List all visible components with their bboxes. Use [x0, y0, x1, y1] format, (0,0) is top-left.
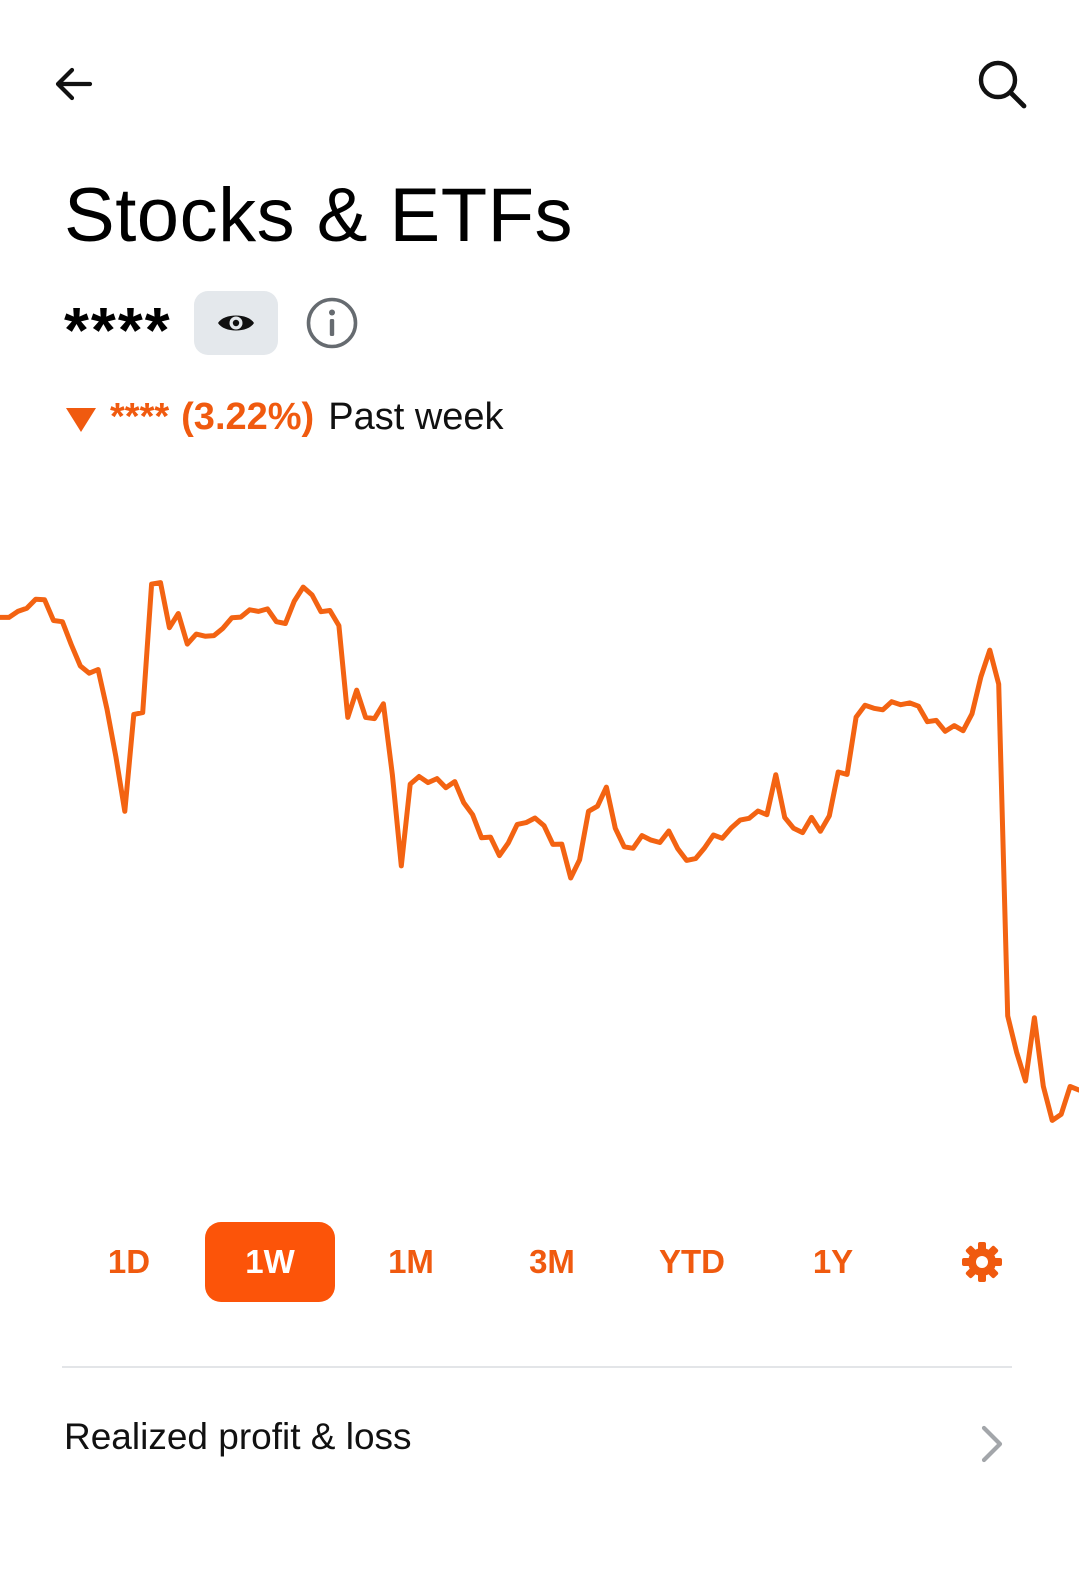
range-1m[interactable]: 1M — [388, 1243, 434, 1280]
chart-svg — [0, 580, 1079, 1123]
change-period: Past week — [328, 395, 504, 438]
info-button[interactable] — [304, 295, 360, 351]
change-percent: (3.22%) — [181, 395, 315, 438]
balance-row: **** — [64, 290, 360, 363]
gear-icon — [962, 1242, 1002, 1282]
performance-chart[interactable] — [0, 470, 1079, 1210]
chart-series-line — [0, 580, 1079, 1123]
arrow-left-icon — [55, 67, 93, 101]
range-selector: 1D 1W 1M 3M YTD 1Y — [58, 1222, 1018, 1304]
search-icon — [978, 60, 1027, 109]
range-1y[interactable]: 1Y — [812, 1243, 854, 1280]
range-1w[interactable]: 1W — [205, 1222, 335, 1302]
chart-settings-button[interactable] — [950, 1230, 1014, 1294]
back-button[interactable] — [42, 52, 106, 116]
range-3m[interactable]: 3M — [529, 1243, 575, 1280]
toggle-visibility-button[interactable] — [193, 291, 278, 355]
realized-pnl-row[interactable]: Realized profit & loss — [0, 1392, 1079, 1494]
divider — [62, 1366, 1012, 1368]
triangle-down-icon — [66, 408, 96, 432]
range-ytd[interactable]: YTD — [659, 1243, 725, 1280]
balance-masked-value: **** — [64, 294, 172, 366]
page-title: Stocks & ETFs — [64, 173, 574, 258]
change-value: **** — [110, 395, 170, 438]
change-row: **** (3.22%) Past week — [64, 392, 504, 442]
range-1d[interactable]: 1D — [107, 1243, 151, 1280]
eye-icon — [217, 315, 254, 331]
realized-pnl-label: Realized profit & loss — [64, 1416, 412, 1457]
top-bar — [0, 0, 1079, 170]
search-button[interactable] — [970, 52, 1034, 116]
info-icon — [306, 297, 357, 349]
chevron-right-icon — [981, 1425, 1003, 1463]
